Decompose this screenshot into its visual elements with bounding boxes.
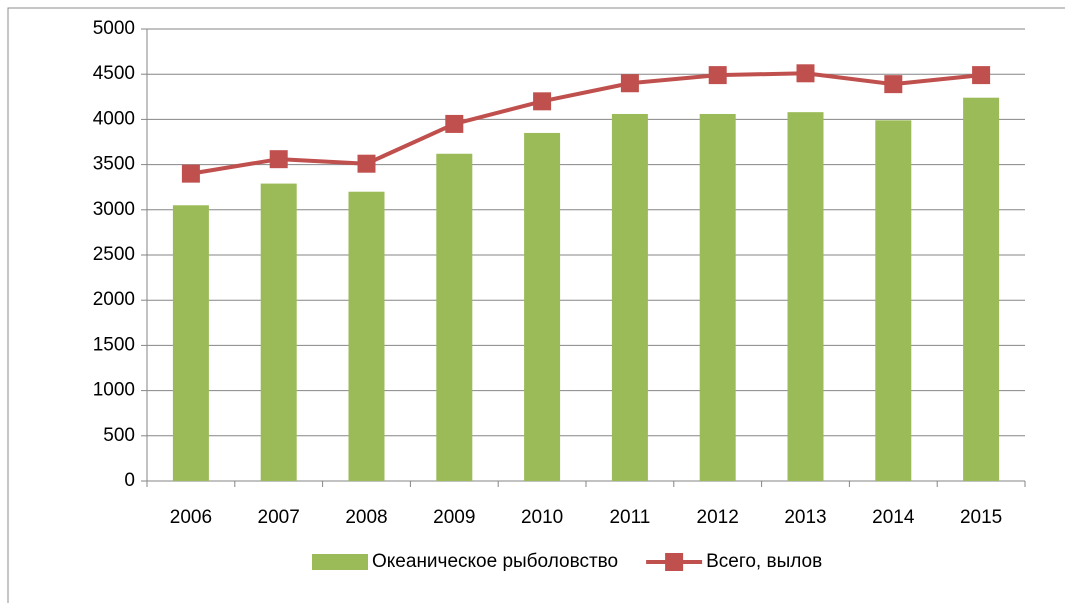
x-tick-label: 2010	[521, 507, 563, 528]
marker	[972, 66, 991, 85]
x-tick-label: 2013	[784, 507, 826, 528]
marker	[533, 92, 552, 111]
marker	[269, 150, 288, 169]
x-tick-label: 2012	[697, 507, 739, 528]
bar	[787, 112, 824, 481]
x-tick-label: 2015	[960, 507, 1002, 528]
marker	[357, 154, 376, 173]
legend-swatch	[312, 554, 368, 570]
marker	[445, 114, 464, 133]
x-tick-label: 2006	[170, 507, 212, 528]
marker	[708, 66, 727, 85]
line	[190, 71, 982, 176]
bar	[348, 191, 385, 481]
bar	[875, 120, 912, 481]
bar	[524, 132, 561, 481]
x-tick-label: 2009	[433, 507, 475, 528]
legend-label: Океаническое рыболовство	[372, 551, 618, 572]
y-tick-label: 1000	[93, 380, 135, 401]
marker	[884, 75, 903, 94]
bar	[699, 113, 736, 481]
bar	[611, 113, 648, 481]
x-tick-label: 2007	[258, 507, 300, 528]
legend-label: Всего, вылов	[706, 551, 822, 572]
chart-border	[7, 7, 1065, 603]
x-tick-label: 2011	[609, 507, 650, 528]
y-tick-label: 2500	[93, 244, 135, 265]
marker	[181, 164, 200, 183]
y-tick-label: 500	[103, 425, 135, 446]
y-tick-label: 3000	[93, 199, 135, 220]
x-tick-label: 2008	[345, 507, 387, 528]
y-tick-label: 1500	[93, 334, 135, 355]
bar	[963, 97, 1000, 481]
marker	[620, 74, 639, 93]
y-tick-label: 5000	[93, 18, 135, 39]
bar	[172, 205, 209, 481]
x-tick-label: 2014	[872, 507, 915, 528]
legend-swatch	[665, 553, 684, 571]
y-tick-label: 2000	[93, 289, 135, 310]
y-tick-label: 4000	[93, 108, 135, 129]
y-tick-label: 4500	[93, 63, 135, 84]
marker	[796, 64, 815, 83]
y-tick-label: 0	[124, 470, 135, 491]
bar	[436, 153, 473, 481]
y-tick-label: 3500	[93, 154, 135, 175]
bar	[260, 183, 297, 482]
